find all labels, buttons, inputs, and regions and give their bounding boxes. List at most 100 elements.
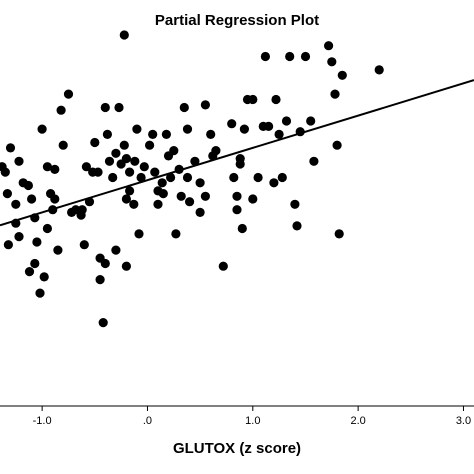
data-point xyxy=(3,240,14,250)
data-point xyxy=(119,30,129,40)
data-point xyxy=(32,237,42,247)
data-point xyxy=(274,129,284,139)
data-point xyxy=(264,121,274,131)
data-point xyxy=(169,146,179,156)
data-point xyxy=(281,116,292,126)
data-point xyxy=(79,240,89,250)
regression-line xyxy=(0,79,474,227)
data-point xyxy=(300,51,311,62)
data-point xyxy=(121,154,131,164)
data-point xyxy=(104,156,115,166)
data-point xyxy=(277,172,287,183)
x-tick-label: 2.0 xyxy=(350,415,365,427)
data-point xyxy=(150,167,160,177)
data-point xyxy=(232,191,242,201)
data-point xyxy=(330,89,340,99)
data-point xyxy=(50,164,60,174)
data-point xyxy=(111,148,121,158)
data-point xyxy=(195,178,205,188)
data-point xyxy=(206,129,216,139)
data-point xyxy=(11,199,21,209)
data-point xyxy=(125,186,135,196)
data-point xyxy=(42,223,53,234)
x-tick-label: 1.0 xyxy=(245,415,260,427)
data-point xyxy=(229,172,239,183)
data-point xyxy=(161,129,171,139)
data-point xyxy=(285,51,295,62)
data-point xyxy=(23,180,33,191)
data-point xyxy=(195,207,205,217)
data-point xyxy=(239,124,249,134)
data-point xyxy=(271,94,281,105)
data-point xyxy=(176,191,186,201)
data-point xyxy=(182,124,193,134)
data-point xyxy=(136,172,146,183)
data-point xyxy=(50,194,60,204)
chart-title: Partial Regression Plot xyxy=(154,12,320,29)
data-point xyxy=(334,229,344,239)
data-point xyxy=(111,245,121,255)
data-point xyxy=(309,156,319,166)
data-point xyxy=(253,172,263,183)
data-point xyxy=(211,146,221,156)
data-point xyxy=(30,258,40,269)
data-point xyxy=(248,94,258,105)
data-point xyxy=(14,156,24,166)
data-point xyxy=(227,119,237,129)
data-point xyxy=(121,261,131,271)
data-point xyxy=(42,162,53,172)
data-point xyxy=(24,267,35,277)
data-point xyxy=(121,194,131,204)
data-point xyxy=(145,140,155,150)
data-point xyxy=(14,232,24,242)
data-point xyxy=(58,140,68,150)
data-point xyxy=(132,124,142,134)
points-layer xyxy=(0,30,384,328)
data-point xyxy=(5,143,16,153)
data-point xyxy=(102,129,112,139)
data-point xyxy=(27,194,37,204)
data-point xyxy=(237,223,247,234)
data-point xyxy=(130,156,140,166)
x-axis-label: GLUTOX (z score) xyxy=(172,440,302,457)
data-point xyxy=(171,229,181,239)
data-point xyxy=(248,194,258,204)
data-point xyxy=(0,167,10,177)
data-point xyxy=(374,65,384,75)
data-point xyxy=(95,275,105,285)
data-point xyxy=(108,172,118,183)
data-point xyxy=(134,229,144,239)
data-point xyxy=(37,124,47,134)
data-point xyxy=(81,162,91,172)
data-point xyxy=(35,288,45,298)
data-point xyxy=(63,89,74,99)
data-point xyxy=(158,189,168,199)
data-point xyxy=(292,221,302,231)
data-point xyxy=(93,167,103,177)
data-point xyxy=(337,70,347,80)
data-point xyxy=(332,140,342,150)
data-point xyxy=(200,100,210,110)
data-point xyxy=(190,156,200,166)
data-point xyxy=(119,140,129,150)
data-point xyxy=(324,41,334,51)
x-axis-ticks: -1.0 .0 1.0 2.0 3.0 xyxy=(33,406,471,427)
data-point xyxy=(235,159,245,169)
data-point xyxy=(125,167,135,177)
data-point xyxy=(269,178,279,188)
data-point xyxy=(290,199,300,209)
data-point xyxy=(200,191,210,201)
data-point xyxy=(182,172,193,183)
data-point xyxy=(185,197,195,207)
data-point xyxy=(139,162,149,172)
data-point xyxy=(100,102,110,113)
data-point xyxy=(148,129,158,139)
data-point xyxy=(114,102,124,113)
data-point xyxy=(53,245,63,255)
x-tick-label: -1.0 xyxy=(33,415,52,427)
data-point xyxy=(306,116,316,126)
data-point xyxy=(327,57,337,67)
data-point xyxy=(153,199,163,209)
data-point xyxy=(98,318,108,328)
